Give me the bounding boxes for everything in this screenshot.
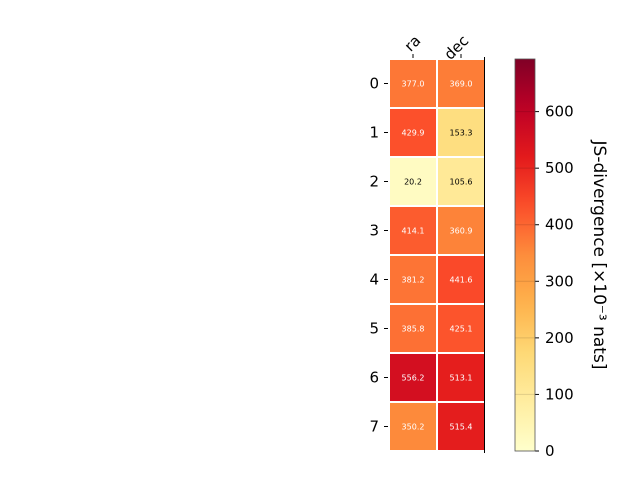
row-tick-label: 4 bbox=[369, 271, 379, 289]
heatmap-cell bbox=[390, 403, 436, 450]
heatmap-cell bbox=[390, 256, 436, 303]
cell-value-label: 556.2 bbox=[402, 374, 425, 383]
cell-value-label: 360.9 bbox=[450, 227, 473, 236]
heatmap-cell bbox=[438, 109, 484, 156]
heatmap-grid: 377.0 369.0 429.9 153.3 20.2 105.6 414.1 360.9 3… bbox=[390, 60, 484, 450]
row-tick-label: 6 bbox=[369, 369, 379, 387]
heatmap-cell bbox=[438, 354, 484, 401]
cell-value-label: 105.6 bbox=[450, 178, 473, 187]
heatmap-cell bbox=[438, 305, 484, 352]
heatmap-cell bbox=[438, 60, 484, 107]
column-tick-label: dec bbox=[440, 32, 472, 64]
heatmap-cell bbox=[390, 109, 436, 156]
row-tick-label: 2 bbox=[369, 173, 379, 191]
heatmap-cell bbox=[390, 158, 436, 205]
heatmap-cell bbox=[390, 60, 436, 107]
heatmap-cell bbox=[438, 207, 484, 254]
colorbar-tick-label: 600 bbox=[545, 103, 574, 121]
cell-value-label: 153.3 bbox=[450, 129, 473, 138]
cell-value-label: 350.2 bbox=[402, 423, 425, 432]
heatmap-cell bbox=[438, 158, 484, 205]
row-tick-label: 7 bbox=[369, 418, 379, 436]
cell-value-label: 513.1 bbox=[450, 374, 473, 383]
colorbar-tick-label: 400 bbox=[545, 216, 574, 234]
cell-value-label: 381.2 bbox=[402, 276, 425, 285]
colorbar-tick-label: 300 bbox=[545, 272, 574, 290]
row-tick-label: 1 bbox=[369, 124, 379, 142]
cell-value-label: 369.0 bbox=[450, 80, 473, 89]
colorbar-gradient bbox=[515, 59, 535, 451]
cell-value-label: 441.6 bbox=[450, 276, 473, 285]
colorbar: 0 100 200 300 400 500 600 JS-divergence [×10⁻³ … bbox=[514, 58, 609, 460]
cell-value-label: 425.1 bbox=[450, 325, 473, 334]
cell-value-label: 377.0 bbox=[402, 80, 425, 89]
colorbar-title: JS-divergence [×10⁻³ nats] bbox=[589, 140, 609, 370]
colorbar-tick-label: 100 bbox=[545, 385, 574, 403]
cell-value-label: 414.1 bbox=[402, 227, 425, 236]
row-tick-label: 0 bbox=[369, 75, 379, 93]
heatmap-cell bbox=[438, 403, 484, 450]
row-tick-label: 5 bbox=[369, 320, 379, 338]
heatmap-cell bbox=[390, 207, 436, 254]
heatmap-cell bbox=[438, 256, 484, 303]
colorbar-tick-label: 0 bbox=[545, 442, 555, 460]
cell-value-label: 515.4 bbox=[450, 423, 473, 432]
colorbar-frame bbox=[514, 58, 536, 452]
colorbar-tick-label: 500 bbox=[545, 159, 574, 177]
row-tick-label: 3 bbox=[369, 222, 379, 240]
cell-value-label: 429.9 bbox=[402, 129, 425, 138]
column-tick-label: ra bbox=[401, 32, 425, 56]
heatmap-cell bbox=[390, 305, 436, 352]
cell-value-label: 20.2 bbox=[404, 178, 422, 187]
cell-value-label: 385.8 bbox=[402, 325, 425, 334]
colorbar-tick-label: 200 bbox=[545, 329, 574, 347]
heatmap-cell bbox=[390, 354, 436, 401]
